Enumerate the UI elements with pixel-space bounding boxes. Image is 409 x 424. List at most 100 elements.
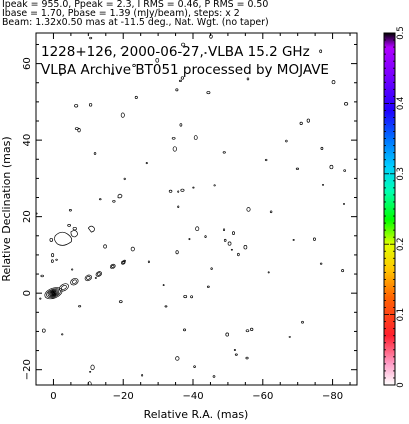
noise-contour	[93, 152, 97, 155]
noise-contour	[180, 76, 185, 80]
jet-contour	[58, 283, 69, 292]
noise-contour	[55, 258, 58, 261]
noise-contour	[50, 259, 54, 263]
noise-contour	[175, 356, 180, 361]
noise-contour	[192, 186, 195, 189]
noise-contour	[195, 226, 200, 232]
noise-contour	[67, 224, 71, 227]
noise-contour	[177, 205, 180, 209]
noise-contour	[222, 151, 226, 154]
noise-contour	[103, 244, 107, 249]
noise-contour	[77, 128, 81, 133]
noise-contour	[72, 226, 77, 231]
axis-ticks	[36, 33, 357, 385]
noise-contour	[231, 231, 235, 235]
noise-contour	[178, 79, 182, 83]
noise-contour	[267, 271, 270, 274]
noise-contour	[112, 199, 116, 203]
jet-contour-inner	[86, 275, 91, 280]
y-axis-label: Relative Declination (mas)	[0, 136, 13, 281]
jet-contour	[84, 274, 92, 282]
noise-contour	[94, 276, 97, 280]
noise-contour	[295, 167, 300, 170]
noise-contour	[329, 164, 334, 170]
y-tick-label: 60	[22, 57, 33, 70]
axis-tick-labels: 0 −20 −40 −60 −80 −20 0 20 40 60	[22, 57, 343, 402]
lobe-contour	[70, 230, 78, 238]
noise-contour	[210, 267, 213, 271]
contour-layer	[36, 34, 349, 385]
noise-contour	[180, 188, 185, 192]
noise-contour	[162, 284, 165, 287]
noise-contour	[331, 80, 336, 85]
y-tick-label: 20	[22, 210, 33, 223]
noise-contour	[98, 198, 102, 201]
colorbar-tick-label: 0.1	[396, 308, 406, 322]
y-tick-label: 40	[22, 134, 33, 147]
noise-contour	[230, 248, 233, 251]
colorbar-tick-label: 0.4	[396, 97, 406, 111]
x-tick-label: 0	[50, 391, 56, 402]
noise-contour	[130, 246, 135, 252]
noise-contour	[175, 250, 179, 255]
jet-contour	[120, 260, 126, 265]
noise-contour	[120, 47, 123, 50]
noise-contour	[39, 297, 42, 300]
noise-contour	[209, 34, 213, 39]
noise-contour	[87, 381, 92, 385]
noise-contour	[181, 42, 186, 47]
noise-contour	[234, 353, 238, 356]
noise-contour	[285, 139, 288, 143]
jet-contour-inner	[61, 285, 67, 290]
noise-contour	[222, 228, 226, 232]
noise-contour	[233, 349, 236, 351]
noise-contour	[212, 375, 216, 378]
jet-contour	[70, 278, 79, 286]
noise-contour	[319, 49, 323, 54]
noise-contour	[225, 332, 229, 337]
noise-contour	[52, 293, 56, 297]
plot-title-line2: VLBA Archive BT051 processed by MOJAVE	[41, 62, 329, 78]
noise-contour	[78, 305, 82, 308]
noise-contour	[183, 294, 188, 299]
noise-contour	[168, 189, 173, 193]
noise-contour	[264, 158, 268, 162]
noise-contour	[123, 177, 126, 181]
noise-contour	[179, 123, 183, 127]
noise-contour	[213, 184, 216, 187]
core-contour	[50, 291, 57, 296]
noise-contour	[250, 327, 254, 332]
colorbar-tick-label: 0.2	[396, 237, 406, 251]
noise-contour	[147, 260, 150, 264]
noise-contour	[341, 269, 345, 273]
core-contour	[51, 291, 56, 295]
x-tick-label: −60	[252, 391, 273, 402]
noise-contour	[183, 328, 187, 332]
noise-contour	[145, 162, 148, 165]
header-stats-line: Ipeak = 955.0, Ppeak = 2.3, I RMS = 0.46…	[2, 0, 269, 10]
noise-contour	[204, 235, 207, 238]
noise-contour	[141, 374, 144, 377]
noise-contour	[269, 210, 273, 214]
noise-contour	[299, 121, 303, 126]
lobe-contour	[117, 193, 123, 199]
header-base-line: Ibase = 1.70, Pbase = 1.39 (mJy/beam), s…	[2, 8, 240, 19]
jet-contour	[109, 263, 116, 269]
noise-contour	[172, 146, 177, 152]
noise-contour	[227, 241, 232, 246]
colorbar-tick-label: 0.5	[396, 26, 406, 40]
noise-contour	[175, 88, 179, 92]
noise-contour	[61, 333, 64, 336]
noise-contour	[246, 77, 250, 81]
noise-contour	[313, 237, 316, 241]
noise-contour	[193, 365, 196, 368]
noise-contour	[132, 63, 136, 68]
colorbar-tick-label: 0	[396, 382, 406, 387]
noise-contour	[343, 169, 347, 172]
noise-contour	[321, 184, 325, 186]
noise-contour	[89, 371, 92, 373]
noise-contour	[188, 237, 191, 241]
header: Ipeak = 955.0, Ppeak = 2.3, I RMS = 0.46…	[2, 0, 407, 27]
header-beam-line: Beam: 1.32x0.50 mas at -11.5 deg., Nat. …	[2, 17, 269, 28]
noise-contour	[190, 295, 194, 299]
